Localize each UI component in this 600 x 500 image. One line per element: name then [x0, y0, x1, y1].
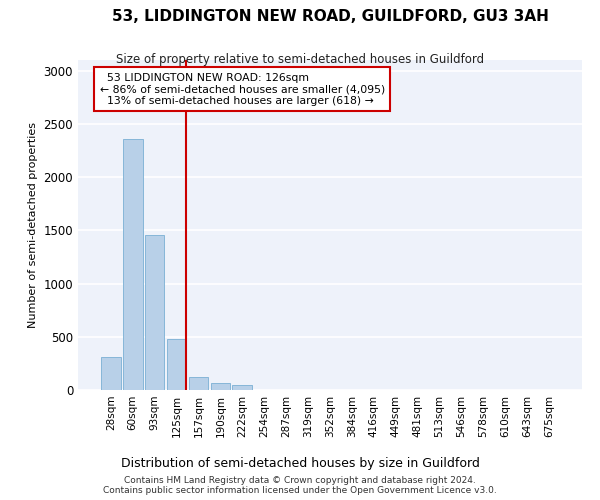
Bar: [101, 357, 121, 390]
Bar: [188, 376, 208, 390]
Text: Size of property relative to semi-detached houses in Guildford: Size of property relative to semi-detach…: [116, 52, 484, 66]
Bar: [123, 139, 143, 390]
Bar: [211, 383, 230, 390]
Text: Contains HM Land Registry data © Crown copyright and database right 2024.
Contai: Contains HM Land Registry data © Crown c…: [103, 476, 497, 495]
Title: 53, LIDDINGTON NEW ROAD, GUILDFORD, GU3 3AH: 53, LIDDINGTON NEW ROAD, GUILDFORD, GU3 …: [112, 9, 548, 24]
Text: 53 LIDDINGTON NEW ROAD: 126sqm
← 86% of semi-detached houses are smaller (4,095): 53 LIDDINGTON NEW ROAD: 126sqm ← 86% of …: [100, 73, 385, 106]
Text: Distribution of semi-detached houses by size in Guildford: Distribution of semi-detached houses by …: [121, 458, 479, 470]
Y-axis label: Number of semi-detached properties: Number of semi-detached properties: [28, 122, 38, 328]
Bar: [232, 385, 252, 390]
Bar: [167, 340, 187, 390]
Bar: [145, 234, 164, 390]
